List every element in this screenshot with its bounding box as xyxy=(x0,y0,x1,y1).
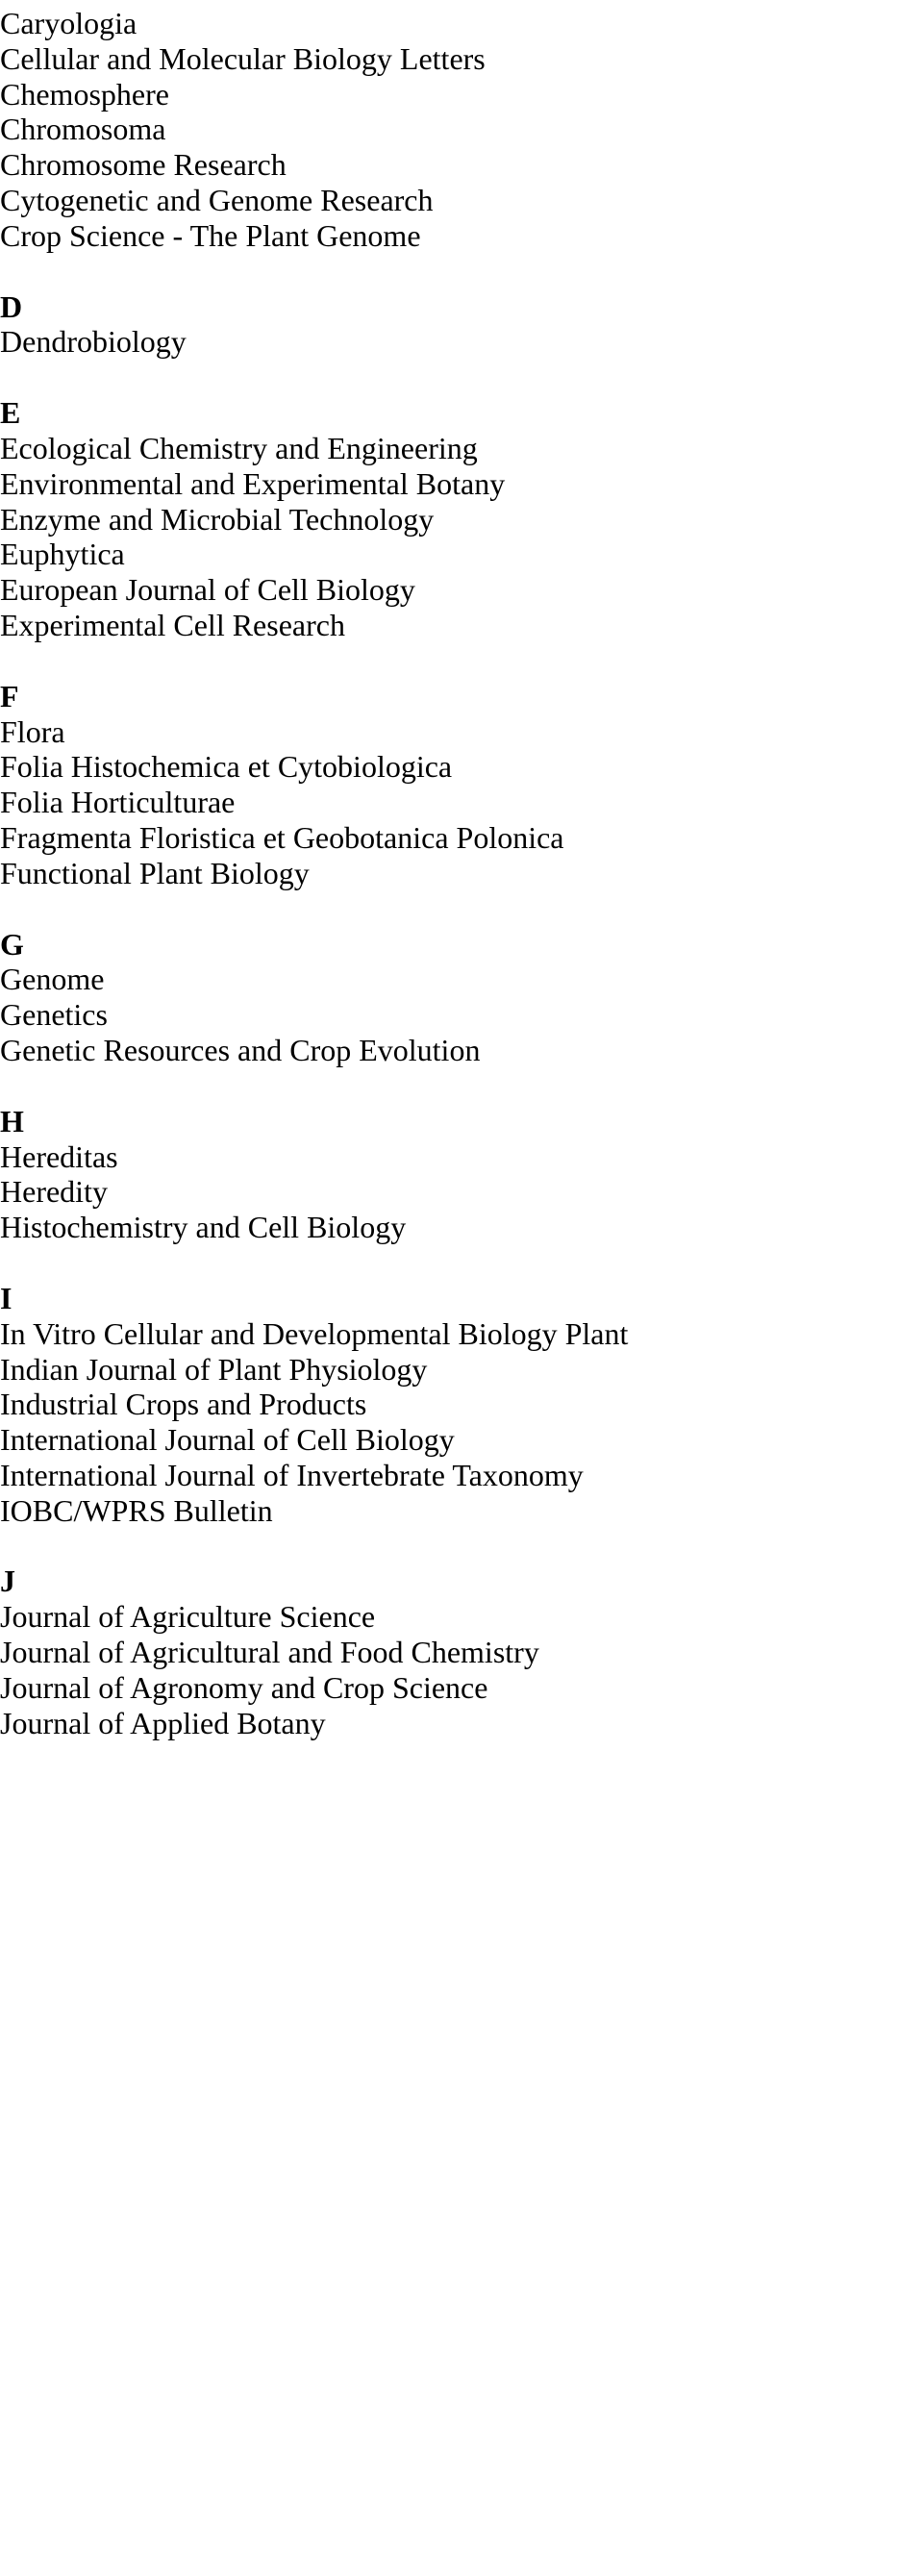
journal-item: Genome xyxy=(0,962,923,997)
section: IIn Vitro Cellular and Developmental Bio… xyxy=(0,1281,923,1529)
section: HHereditasHeredityHistochemistry and Cel… xyxy=(0,1104,923,1245)
journal-item: Functional Plant Biology xyxy=(0,856,923,891)
journal-item: Journal of Agricultural and Food Chemist… xyxy=(0,1635,923,1670)
journal-item: International Journal of Cell Biology xyxy=(0,1422,923,1458)
journal-item: Flora xyxy=(0,714,923,750)
journal-item: European Journal of Cell Biology xyxy=(0,572,923,608)
journal-item: Genetics xyxy=(0,997,923,1033)
section-letter: D xyxy=(0,289,923,325)
journal-item: Euphytica xyxy=(0,537,923,572)
journal-item: Hereditas xyxy=(0,1139,923,1175)
journal-item: Cellular and Molecular Biology Letters xyxy=(0,41,923,77)
section-letter: H xyxy=(0,1104,923,1139)
journal-item: Journal of Agriculture Science xyxy=(0,1599,923,1635)
journal-item: Cytogenetic and Genome Research xyxy=(0,183,923,218)
section-letter: J xyxy=(0,1563,923,1599)
journal-item: IOBC/WPRS Bulletin xyxy=(0,1493,923,1529)
section-letter: F xyxy=(0,679,923,714)
journal-item: Chromosoma xyxy=(0,112,923,147)
journal-item: Environmental and Experimental Botany xyxy=(0,466,923,502)
journal-item: Enzyme and Microbial Technology xyxy=(0,502,923,538)
journal-item: Folia Histochemica et Cytobiologica xyxy=(0,749,923,785)
section: JJournal of Agriculture ScienceJournal o… xyxy=(0,1563,923,1740)
journal-item: Indian Journal of Plant Physiology xyxy=(0,1352,923,1388)
section-letter: I xyxy=(0,1281,923,1316)
journal-item: Ecological Chemistry and Engineering xyxy=(0,431,923,466)
journal-item: Heredity xyxy=(0,1174,923,1210)
section: CaryologiaCellular and Molecular Biology… xyxy=(0,6,923,254)
journal-item: Crop Science - The Plant Genome xyxy=(0,218,923,254)
journal-item: Journal of Agronomy and Crop Science xyxy=(0,1670,923,1706)
journal-list: CaryologiaCellular and Molecular Biology… xyxy=(0,6,923,1740)
journal-item: Chromosome Research xyxy=(0,147,923,183)
journal-item: Industrial Crops and Products xyxy=(0,1387,923,1422)
journal-item: Dendrobiology xyxy=(0,324,923,360)
section: DDendrobiology xyxy=(0,289,923,361)
journal-item: Fragmenta Floristica et Geobotanica Polo… xyxy=(0,820,923,856)
section: EEcological Chemistry and EngineeringEnv… xyxy=(0,395,923,643)
journal-item: Chemosphere xyxy=(0,77,923,113)
journal-item: Folia Horticulturae xyxy=(0,785,923,820)
journal-item: In Vitro Cellular and Developmental Biol… xyxy=(0,1316,923,1352)
journal-item: Histochemistry and Cell Biology xyxy=(0,1210,923,1245)
section: GGenomeGeneticsGenetic Resources and Cro… xyxy=(0,927,923,1068)
journal-item: Genetic Resources and Crop Evolution xyxy=(0,1033,923,1068)
section-letter: G xyxy=(0,927,923,963)
journal-item: Caryologia xyxy=(0,6,923,41)
section: FFloraFolia Histochemica et Cytobiologic… xyxy=(0,679,923,891)
journal-item: Experimental Cell Research xyxy=(0,608,923,643)
journal-item: International Journal of Invertebrate Ta… xyxy=(0,1458,923,1493)
journal-item: Journal of Applied Botany xyxy=(0,1706,923,1741)
section-letter: E xyxy=(0,395,923,431)
